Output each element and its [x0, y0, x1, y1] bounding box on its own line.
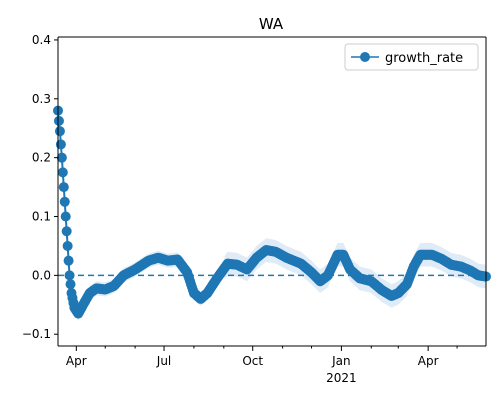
data-point: [53, 115, 64, 126]
legend: growth_rate: [344, 43, 479, 71]
data-point: [59, 196, 70, 207]
y-tick-label: 0.2: [32, 151, 51, 165]
x-tick-label: Apr: [66, 354, 87, 368]
data-point: [62, 240, 73, 251]
data-point: [61, 226, 72, 237]
data-point: [56, 152, 67, 163]
data-point: [58, 182, 69, 193]
confidence-band-layer: [58, 103, 486, 321]
legend-marker: [360, 52, 370, 62]
y-tick-label: 0.0: [32, 268, 51, 282]
confidence-band: [58, 103, 486, 321]
legend-label: growth_rate: [385, 51, 463, 66]
y-tick-label: −0.1: [22, 327, 51, 341]
data-point: [63, 255, 74, 266]
x-tick-label: Jan: [331, 354, 351, 368]
data-point: [65, 279, 76, 290]
x-tick-label: Jul: [156, 354, 171, 368]
data-point: [57, 167, 68, 178]
x-tick-sublabel: 2021: [326, 371, 357, 385]
data-point: [55, 139, 66, 150]
data-point: [60, 211, 71, 222]
data-point: [64, 270, 75, 281]
axes-layer: −0.1 0.0 0.1 0.2 0.3 0.4 Apr Jul Oct Jan 2021 Apr: [22, 33, 487, 385]
y-tick-label: 0.3: [32, 92, 51, 106]
legend-frame: [344, 43, 479, 71]
x-tick-label: Oct: [242, 354, 263, 368]
chart-title: WA: [259, 15, 284, 33]
data-point: [54, 126, 65, 137]
series-layer: [53, 105, 491, 319]
y-tick-label: 0.4: [32, 33, 51, 47]
y-tick-label: 0.1: [32, 210, 51, 224]
x-tick-label: Apr: [418, 354, 439, 368]
